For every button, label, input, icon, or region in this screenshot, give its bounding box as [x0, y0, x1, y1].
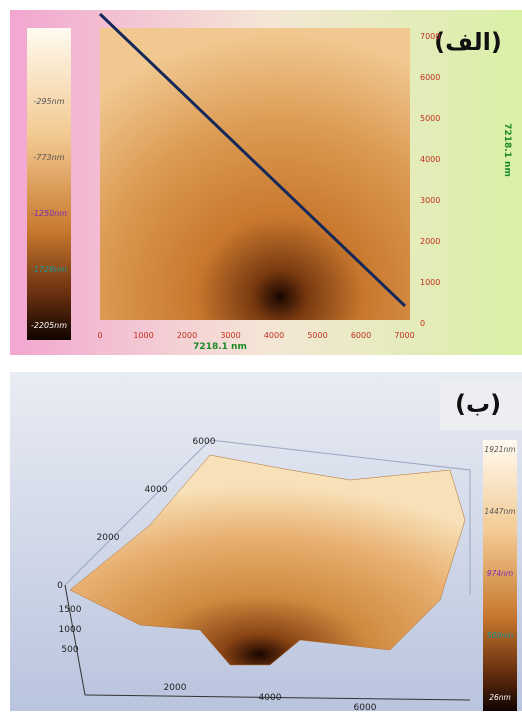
- tick-label: 1500: [59, 605, 82, 615]
- panel-label: (الف): [434, 28, 502, 56]
- colorbar-label: 1921nm: [484, 445, 515, 454]
- surface-3d: [69, 454, 466, 666]
- tick-label: 1000: [59, 625, 82, 635]
- colorbar-label: -1728nm: [31, 265, 67, 274]
- y-tick-label: 5000: [420, 114, 440, 123]
- back-ticks: 0 2000 4000 6000: [57, 437, 216, 591]
- afm-image: [100, 28, 410, 320]
- colorbar-label: -2205nm: [31, 321, 67, 330]
- tick-label: 2000: [164, 683, 187, 693]
- y-tick-label: 6000: [420, 73, 440, 82]
- colorbar-label: 26nm: [489, 693, 511, 702]
- colorbar-label: -1250nm: [31, 209, 67, 218]
- colorbar-label: 500nm: [487, 631, 513, 640]
- y-tick-label: 3000: [420, 196, 440, 205]
- colorbar-label: -773nm: [33, 153, 64, 162]
- z-ticks: 1500 1000 500: [59, 605, 82, 655]
- y-tick-label: 4000: [420, 155, 440, 164]
- z-axis: [64, 584, 86, 696]
- y-tick-label: 1000: [420, 278, 440, 287]
- y-axis-label: 7218.1 nm: [502, 123, 512, 177]
- colorbar: [27, 28, 71, 340]
- x-tick-label: 2000: [177, 331, 197, 340]
- tick-label: 4000: [145, 485, 168, 495]
- x-axis-label: 7218.1 nm: [193, 342, 247, 352]
- panel-label: (ب): [455, 390, 501, 418]
- x-ticks: 0 1000 2000 3000 4000 5000 6000 7000: [97, 331, 414, 340]
- x-tick-label: 3000: [220, 331, 240, 340]
- colorbar-labels: -295nm -773nm -1250nm -1728nm -2205nm: [31, 97, 67, 330]
- tick-label: 0: [57, 581, 63, 591]
- profile-line: [98, 12, 407, 308]
- x-tick-label: 5000: [307, 331, 327, 340]
- colorbar-label: -295nm: [33, 97, 64, 106]
- front-axis: [84, 694, 471, 701]
- back-box: [64, 439, 471, 595]
- x-tick-label: 6000: [351, 331, 371, 340]
- panel-b: (ب) 0 2000 4000 6000 1500 1000 500 2000 4000 60…: [10, 372, 522, 713]
- y-tick-label: 2000: [420, 237, 440, 246]
- y-tick-label: 0: [420, 319, 425, 328]
- tick-label: 6000: [193, 437, 216, 447]
- panel-a: (الف) 7218.1 nm 7218.1 nm -295nm -773nm -1…: [10, 10, 522, 355]
- x-tick-label: 0: [97, 331, 102, 340]
- tick-label: 4000: [259, 693, 282, 703]
- y-ticks: 0 1000 2000 3000 4000 5000 6000 7000: [420, 32, 440, 328]
- colorbar-label: 1447nm: [484, 507, 515, 516]
- colorbar-labels: 1921nm 1447nm 974nm 500nm 26nm: [484, 445, 515, 702]
- front-ticks: 2000 4000 6000: [164, 683, 377, 713]
- tick-label: 2000: [97, 533, 120, 543]
- x-tick-label: 7000: [394, 331, 414, 340]
- tick-label: 6000: [354, 703, 377, 711]
- x-tick-label: 4000: [264, 331, 284, 340]
- colorbar-label: 974nm: [487, 569, 513, 578]
- tick-label: 500: [61, 645, 78, 655]
- y-tick-label: 7000: [420, 32, 440, 41]
- label-box: [440, 380, 522, 430]
- colorbar: [483, 440, 517, 711]
- x-tick-label: 1000: [133, 331, 153, 340]
